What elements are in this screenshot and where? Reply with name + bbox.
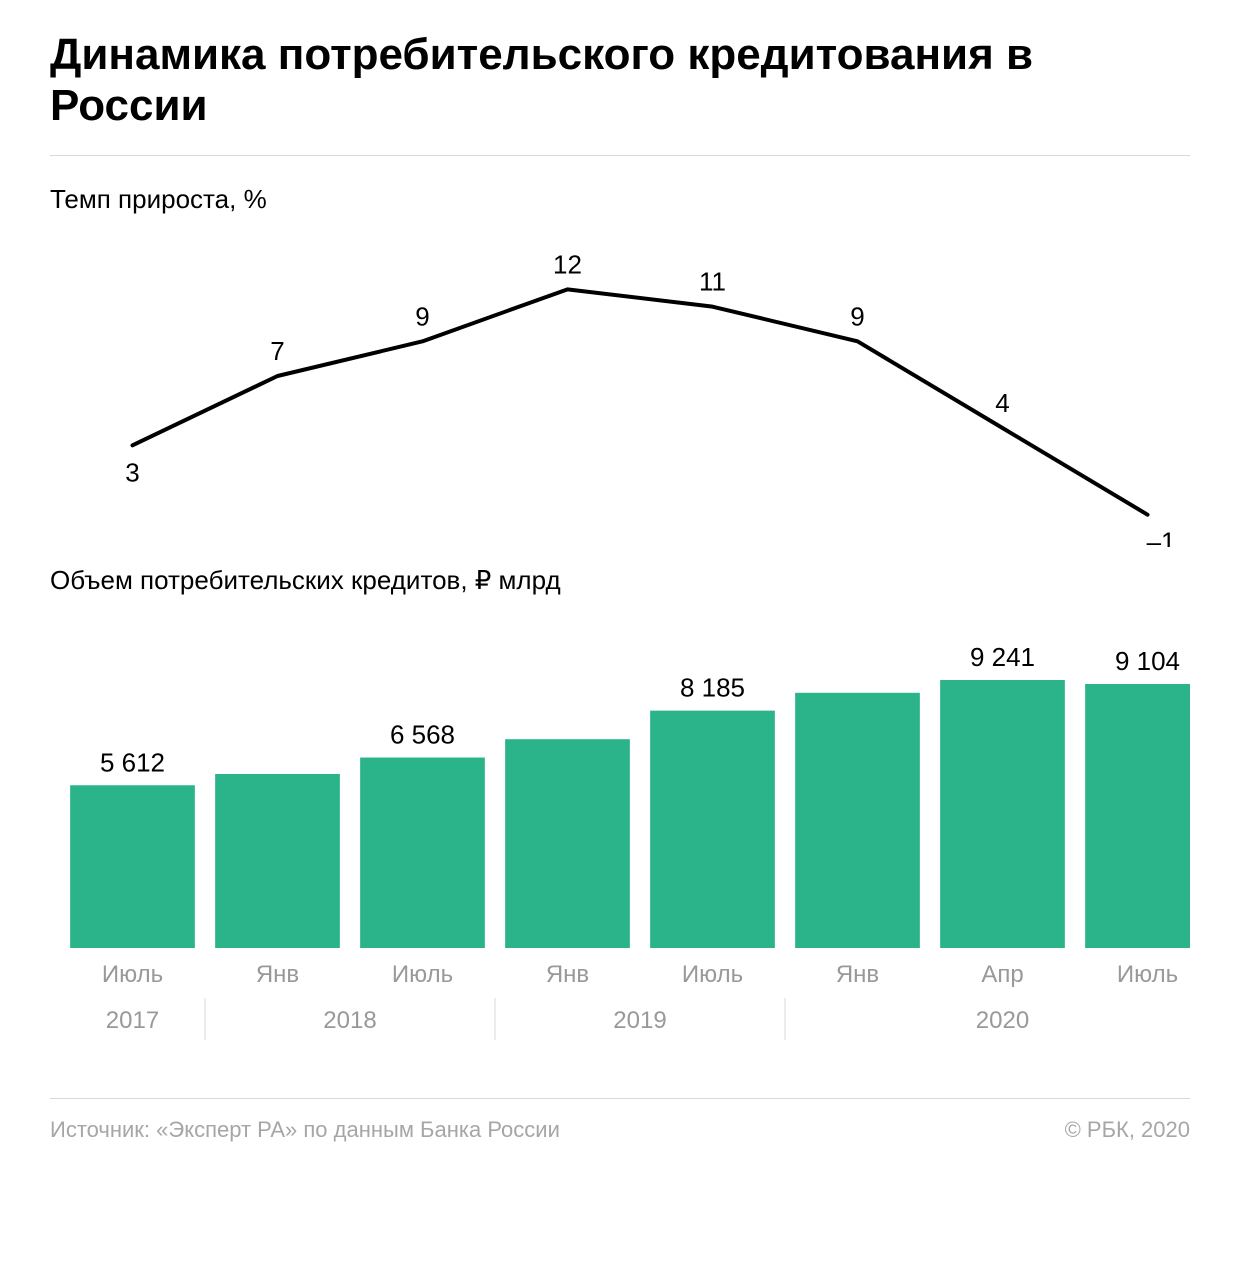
title-divider bbox=[50, 155, 1190, 156]
axis-month-label: Янв bbox=[546, 961, 589, 988]
x-axis: Июль Янв Июль Янв Июль Янв Апр Июль 2017 2018 2019… bbox=[50, 948, 1190, 1068]
line-point-label: 4 bbox=[995, 388, 1009, 418]
bar bbox=[70, 785, 195, 948]
bar-chart: 5 612 6 568 8 185 9 241 9 104 bbox=[50, 608, 1190, 948]
line-chart-subtitle: Темп прироста, % bbox=[50, 184, 1190, 215]
bar bbox=[940, 680, 1065, 948]
copyright-text: © РБК, 2020 bbox=[1065, 1117, 1190, 1143]
axis-month-label: Июль bbox=[102, 961, 163, 988]
axis-month-label: Апр bbox=[981, 961, 1023, 988]
chart-title: Динамика потребительского кредитования в… bbox=[50, 30, 1190, 131]
bar bbox=[650, 711, 775, 948]
axis-year-label: 2019 bbox=[613, 1007, 666, 1034]
line-point-label: 7 bbox=[270, 336, 284, 366]
bar-value-label: 6 568 bbox=[390, 720, 455, 750]
bar-value-label: 9 104 bbox=[1115, 646, 1180, 676]
axis-year-label: 2020 bbox=[976, 1007, 1029, 1034]
bar bbox=[1085, 684, 1190, 948]
line-point-label: 3 bbox=[125, 458, 139, 488]
axis-month-label: Июль bbox=[392, 961, 453, 988]
chart-footer: Источник: «Эксперт РА» по данным Банка Р… bbox=[50, 1098, 1190, 1143]
line-point-label: –1 bbox=[1147, 527, 1176, 547]
axis-month-label: Июль bbox=[1117, 961, 1178, 988]
bar bbox=[795, 693, 920, 948]
line-point-label: 11 bbox=[699, 267, 726, 297]
bar-chart-subtitle: Объем потребительских кредитов, ₽ млрд bbox=[50, 565, 1190, 596]
line-point-label: 9 bbox=[415, 302, 429, 332]
axis-year-label: 2018 bbox=[323, 1007, 376, 1034]
bar-value-label: 8 185 bbox=[680, 673, 745, 703]
axis-month-label: Янв bbox=[836, 961, 879, 988]
line-point-label: 9 bbox=[850, 302, 864, 332]
line-point-label: 12 bbox=[553, 250, 582, 280]
axis-month-label: Янв bbox=[256, 961, 299, 988]
line-chart: 3 7 9 12 11 9 4 –1 bbox=[50, 227, 1190, 547]
bar bbox=[505, 739, 630, 948]
bar-value-label: 9 241 bbox=[970, 642, 1035, 672]
bar bbox=[215, 774, 340, 948]
axis-month-label: Июль bbox=[682, 961, 743, 988]
bar bbox=[360, 758, 485, 948]
source-text: Источник: «Эксперт РА» по данным Банка Р… bbox=[50, 1117, 560, 1143]
bar-value-label: 5 612 bbox=[100, 747, 165, 777]
axis-year-label: 2017 bbox=[106, 1007, 159, 1034]
